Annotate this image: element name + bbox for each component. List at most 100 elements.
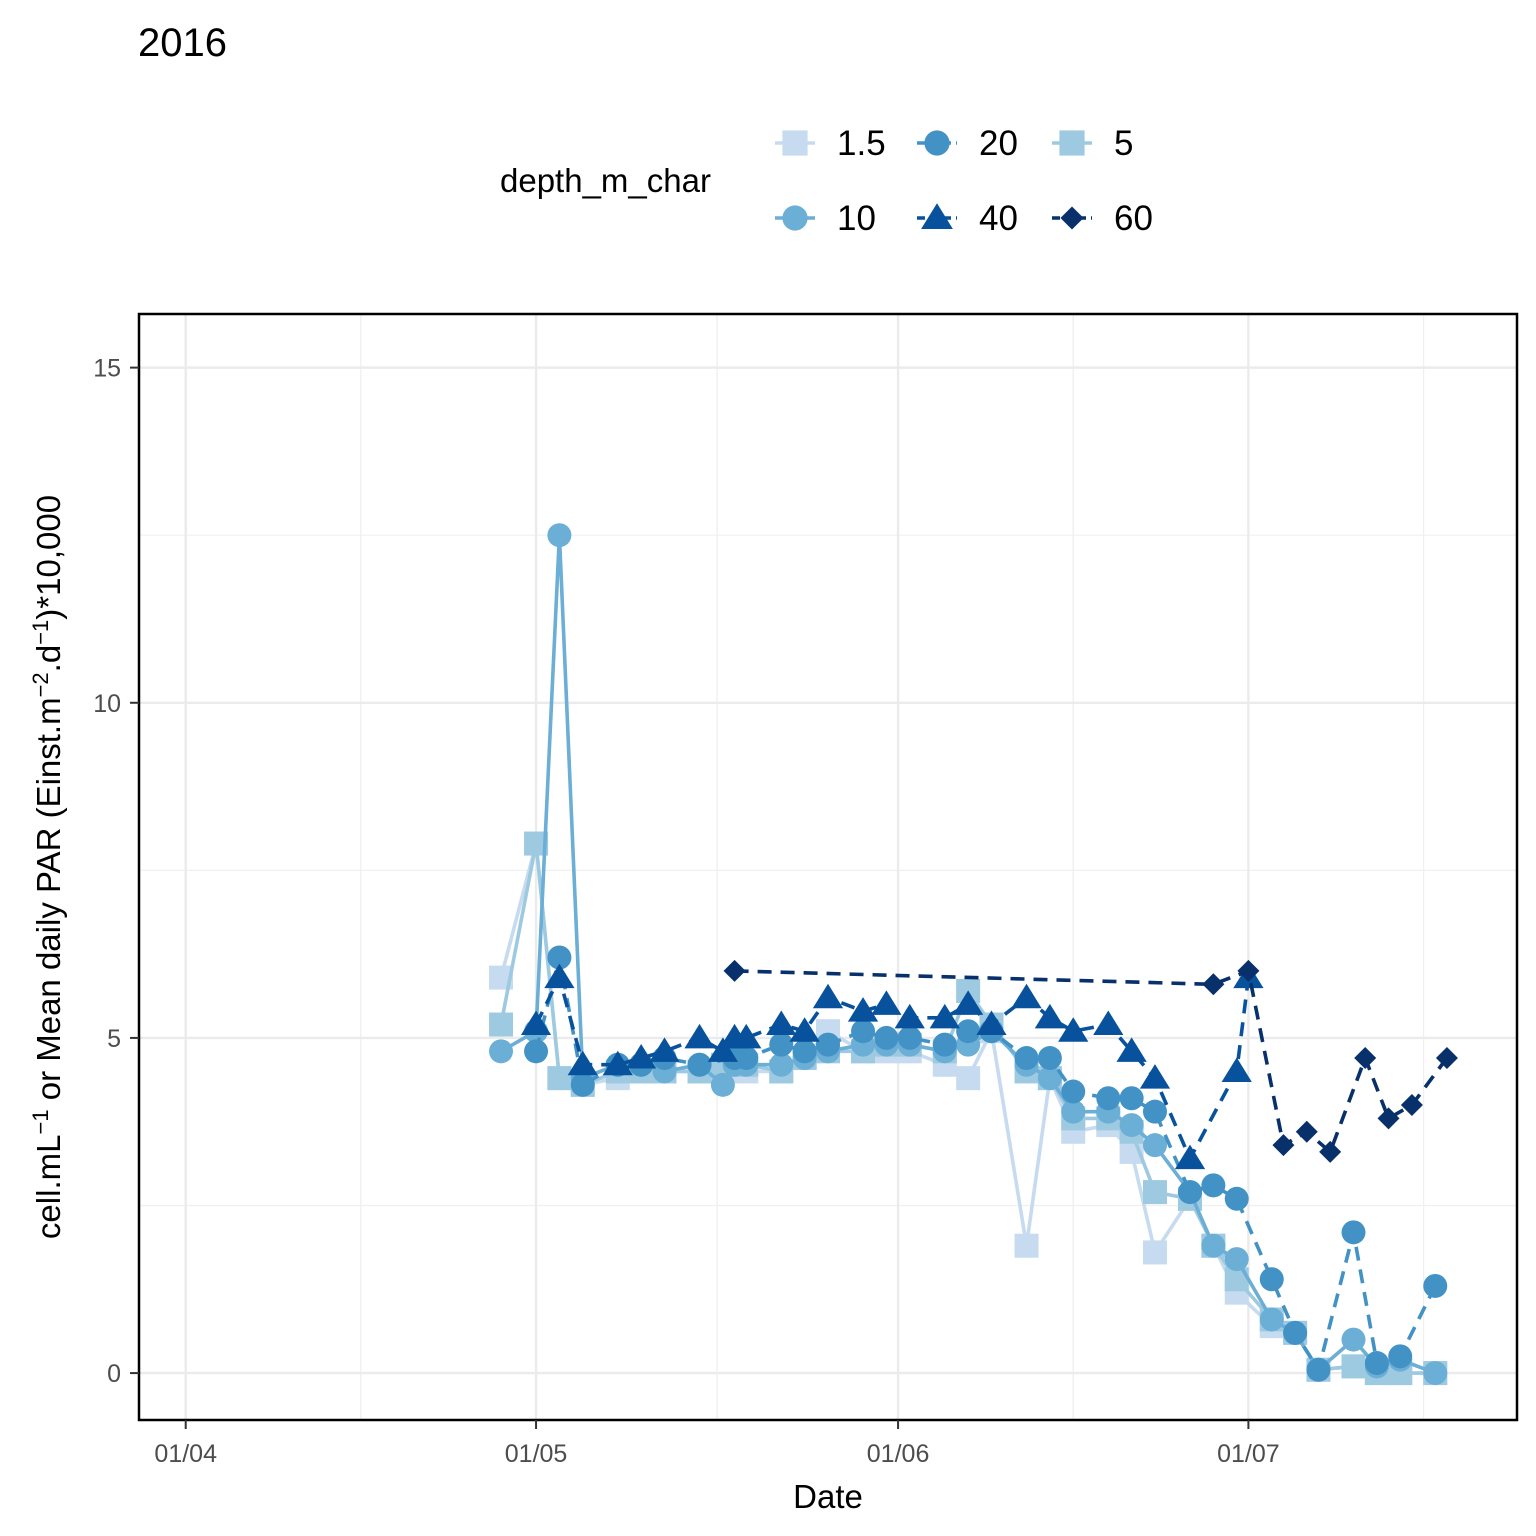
data-point: [1058, 1017, 1089, 1042]
legend-key-marker: [1059, 130, 1085, 156]
data-point: [1201, 1173, 1226, 1198]
data-point: [734, 1046, 759, 1071]
data-point: [520, 1010, 552, 1036]
data-point: [932, 1032, 957, 1057]
data-point: [1142, 1180, 1167, 1205]
data-point: [1319, 1140, 1342, 1163]
data-point: [769, 1032, 794, 1057]
data-point: [1096, 1086, 1121, 1111]
data-point: [1061, 1099, 1086, 1124]
series-layer: [489, 523, 1458, 1386]
data-point: [1061, 1079, 1086, 1104]
data-point: [1034, 1003, 1066, 1029]
legend-label: 5: [1114, 124, 1133, 163]
data-point: [1142, 1240, 1167, 1265]
legend-item-20: 20: [917, 124, 1018, 163]
data-point: [1116, 1037, 1147, 1062]
data-point: [1119, 1086, 1144, 1111]
data-point: [897, 1025, 922, 1050]
data-point: [1423, 1361, 1448, 1386]
data-point: [1093, 1010, 1124, 1036]
data-point: [1295, 1120, 1318, 1143]
series-20: [524, 945, 1448, 1382]
data-point: [544, 963, 575, 989]
data-point: [1354, 1047, 1377, 1070]
legend-label: 60: [1114, 199, 1153, 238]
series-line: [734, 969, 1449, 1154]
data-point: [1224, 1247, 1249, 1272]
data-point: [1037, 1046, 1062, 1071]
data-point: [847, 997, 879, 1022]
data-point: [851, 1019, 876, 1044]
data-point: [1014, 1046, 1039, 1071]
data-point: [1139, 1064, 1171, 1089]
y-tick-label: 0: [107, 1360, 121, 1388]
data-point: [871, 990, 902, 1015]
data-point: [1423, 1273, 1448, 1298]
legend-label: 20: [979, 124, 1018, 163]
data-point: [956, 1019, 981, 1044]
data-point: [929, 1003, 960, 1029]
data-point: [547, 523, 572, 548]
legend-item-5: 5: [1052, 124, 1133, 163]
y-tick-label: 10: [93, 690, 121, 718]
legend: depth_m_char 1.5 20 5 10 40 60: [500, 124, 1153, 238]
series-40: [520, 963, 1264, 1170]
legend-key-marker: [1060, 206, 1084, 230]
data-point: [649, 1037, 680, 1062]
data-point: [1341, 1354, 1366, 1379]
data-point: [953, 990, 984, 1015]
legend-item-10: 10: [775, 199, 876, 238]
data-point: [524, 1039, 549, 1064]
data-point: [1259, 1307, 1284, 1332]
legend-label: 40: [979, 199, 1018, 238]
x-axis: 01/04 01/05 01/06 01/07: [154, 1420, 1280, 1468]
data-point: [1224, 1186, 1249, 1211]
data-point: [874, 1025, 899, 1050]
data-point: [489, 1012, 514, 1037]
data-point: [547, 1066, 572, 1091]
legend-item-60: 60: [1052, 199, 1153, 238]
data-point: [956, 1066, 981, 1091]
x-tick-label: 01/06: [867, 1440, 930, 1468]
y-tick-label: 15: [93, 355, 121, 383]
y-axis: 0 5 10 15: [93, 355, 139, 1388]
data-point: [1377, 1107, 1400, 1130]
data-point: [1119, 1113, 1144, 1138]
data-point: [766, 1010, 797, 1036]
data-point: [812, 983, 844, 1009]
data-point: [547, 945, 572, 970]
legend-item-40: 40: [917, 199, 1018, 238]
legend-key-marker: [921, 203, 953, 230]
data-point: [1364, 1351, 1389, 1376]
data-point: [1011, 983, 1042, 1009]
data-point: [1306, 1357, 1331, 1382]
data-point: [1341, 1220, 1366, 1245]
grid-minor: [139, 314, 1517, 1420]
data-point: [626, 1044, 657, 1069]
data-point: [684, 1023, 715, 1049]
plot-panel-border: [137, 312, 1519, 1422]
legend-title: depth_m_char: [500, 162, 711, 199]
data-point: [1221, 1057, 1252, 1082]
data-point: [976, 1010, 1007, 1036]
series-60: [723, 959, 1458, 1163]
x-tick-label: 01/04: [154, 1440, 217, 1468]
data-point: [602, 1050, 633, 1076]
legend-key-marker: [782, 130, 808, 156]
data-point: [1178, 1180, 1203, 1205]
x-tick-label: 01/07: [1217, 1440, 1280, 1468]
data-point: [1202, 973, 1225, 996]
data-point: [816, 1032, 840, 1057]
data-point: [710, 1072, 735, 1097]
series-line: [534, 955, 1437, 1372]
data-point: [723, 959, 746, 982]
data-point: [1283, 1320, 1308, 1345]
data-point: [1400, 1093, 1423, 1116]
data-point: [894, 1003, 925, 1029]
data-point: [1272, 1134, 1295, 1157]
data-point: [1435, 1047, 1458, 1070]
data-point: [567, 1050, 598, 1076]
